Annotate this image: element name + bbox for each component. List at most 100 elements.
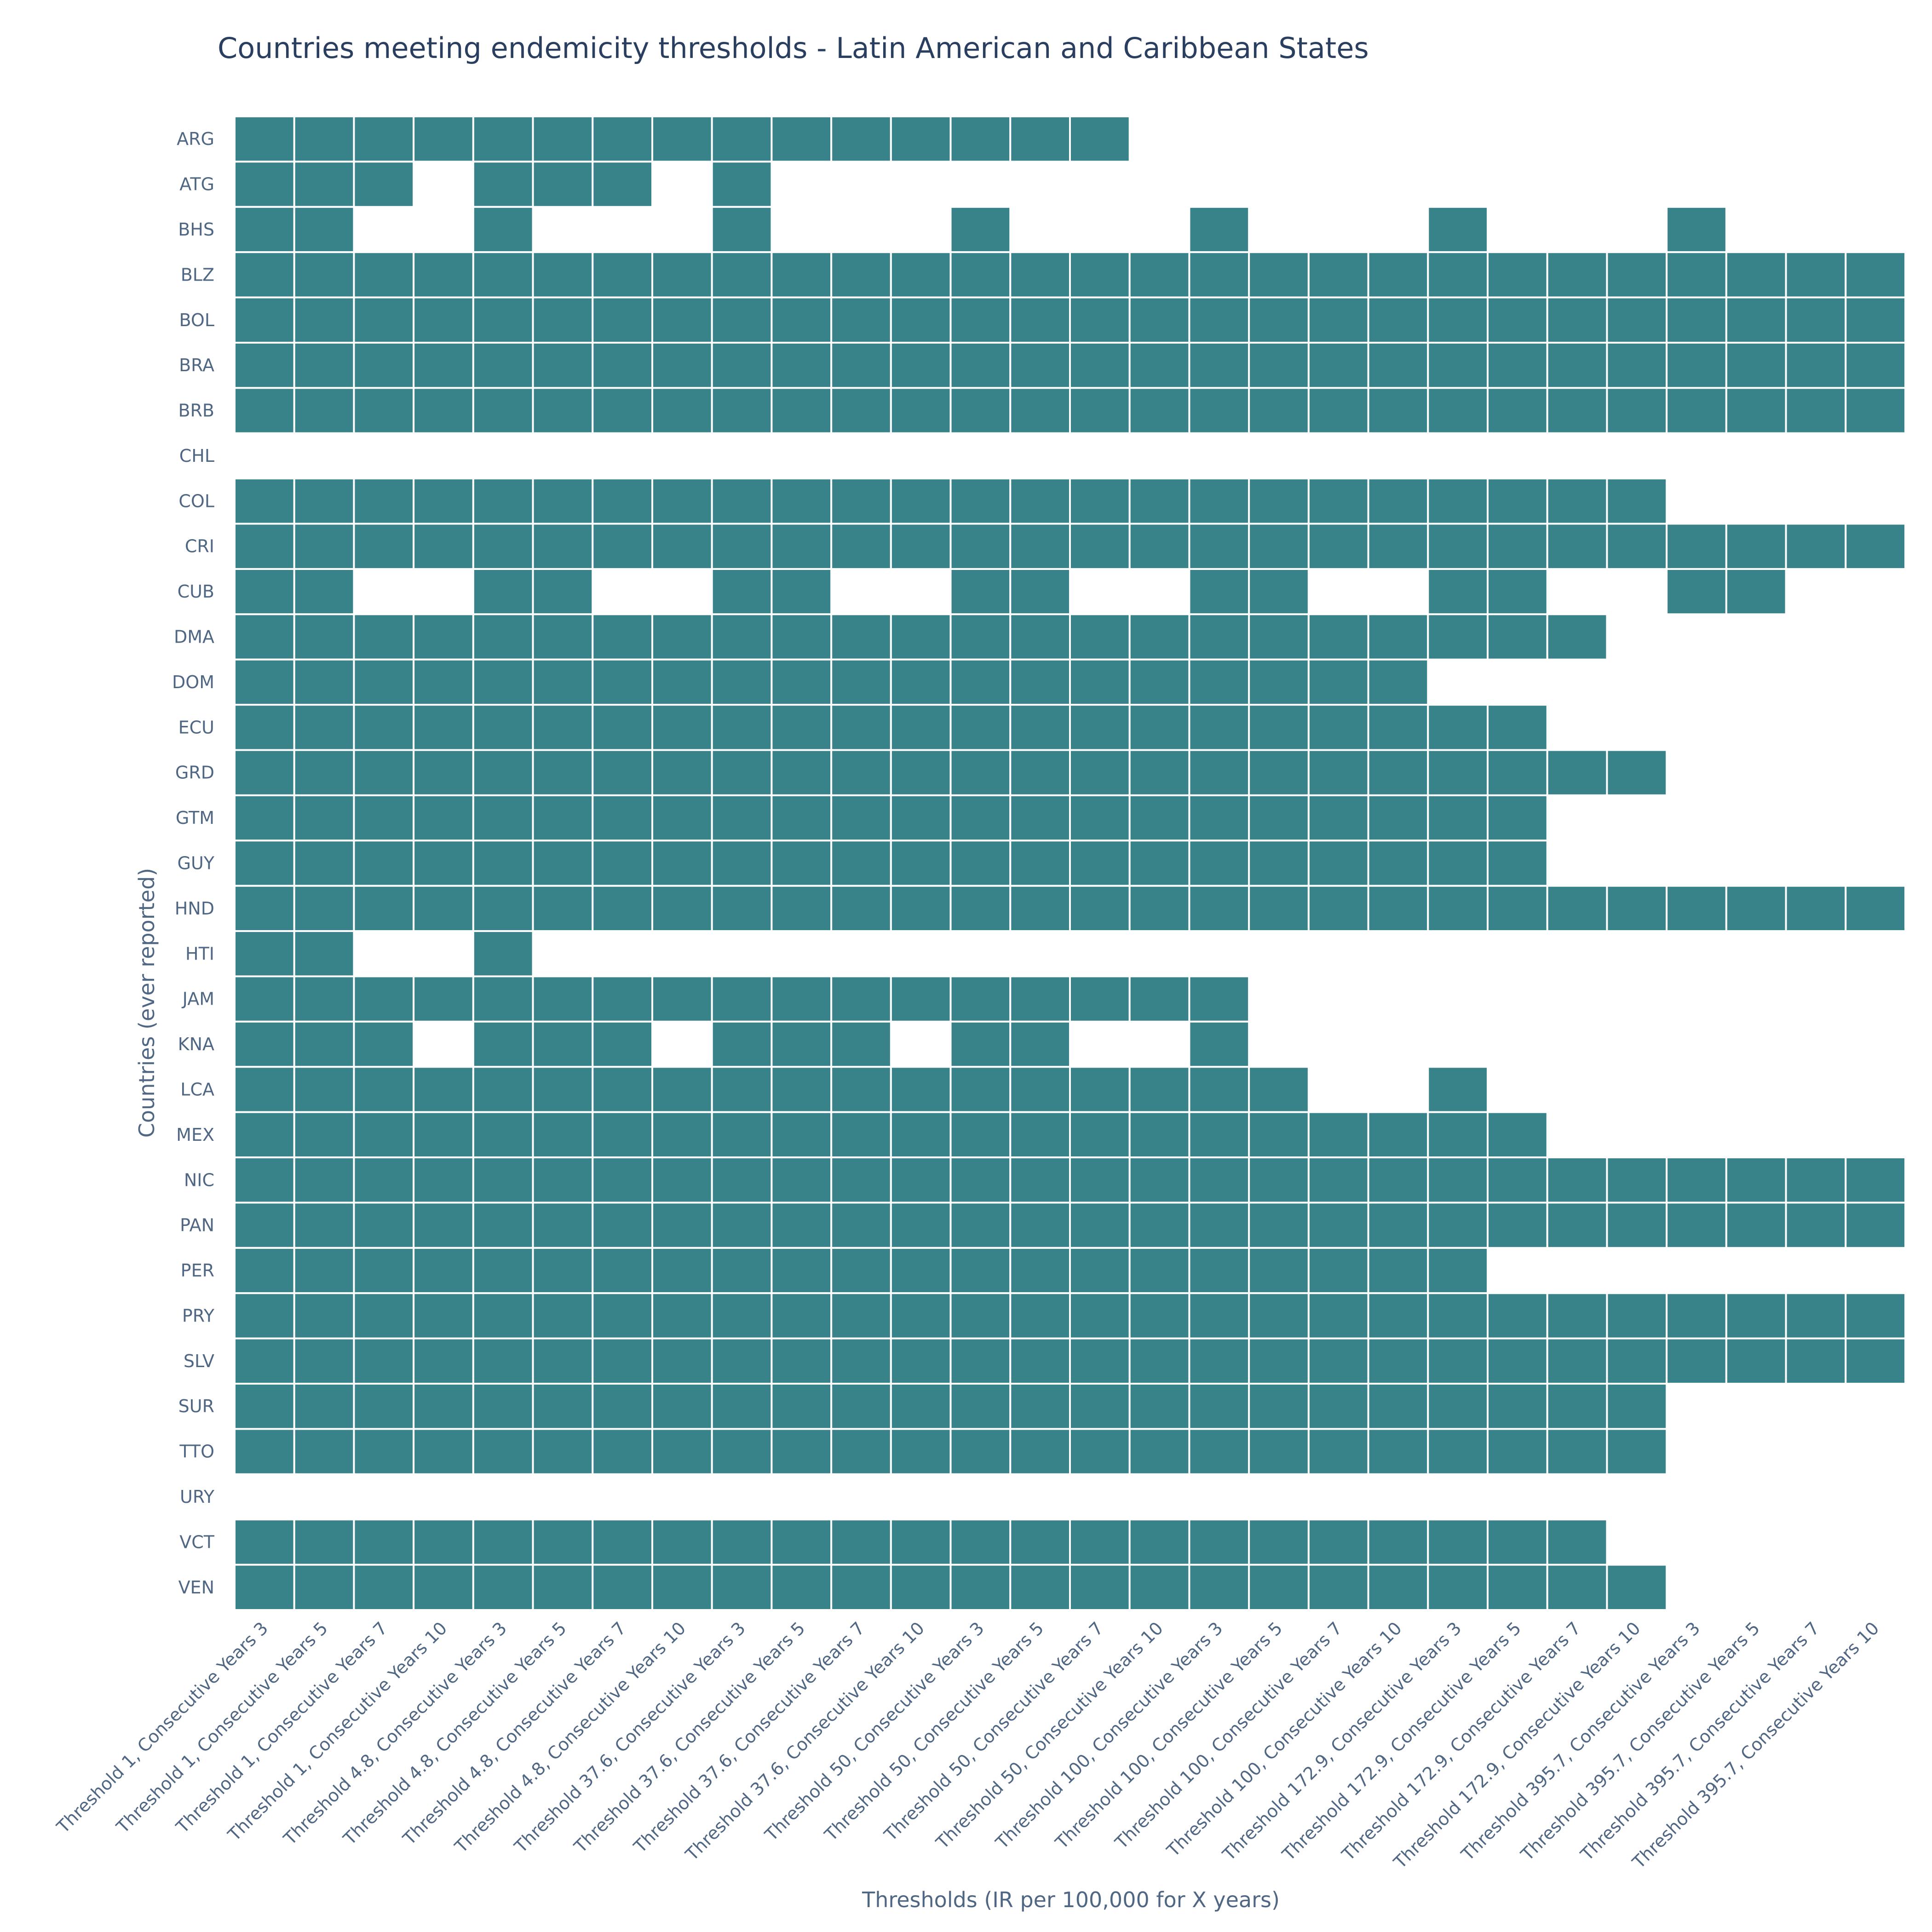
- heatmap-cell-tto-5: [532, 1428, 594, 1475]
- heatmap-cell-nic-9: [770, 1156, 833, 1204]
- heatmap-cell-per-16: [1188, 1247, 1250, 1294]
- heatmap-cell-grd-1: [293, 749, 355, 796]
- heatmap-cell-slv-19: [1367, 1337, 1429, 1385]
- heatmap-cell-pry-3: [413, 1292, 474, 1340]
- heatmap-cell-slv-11: [890, 1337, 952, 1385]
- heatmap-cell-pry-0: [234, 1292, 295, 1340]
- heatmap-cell-ven-17: [1248, 1564, 1310, 1611]
- heatmap-cell-bra-23: [1606, 341, 1668, 389]
- heatmap-cell-bol-7: [651, 296, 713, 344]
- heatmap-cell-guy-11: [890, 840, 952, 887]
- heatmap-cell-sur-14: [1069, 1383, 1131, 1430]
- y-tick-label-vct: VCT: [179, 1532, 215, 1552]
- heatmap-cell-cri-5: [532, 523, 594, 570]
- heatmap-cells: [234, 115, 1907, 1611]
- heatmap-cell-sur-0: [234, 1383, 295, 1430]
- heatmap-cell-brb-26: [1785, 387, 1847, 434]
- heatmap-cell-blz-11: [890, 251, 952, 299]
- heatmap-cell-vct-9: [770, 1518, 833, 1566]
- heatmap-cell-cri-11: [890, 523, 952, 570]
- heatmap-cell-brb-20: [1427, 387, 1489, 434]
- heatmap-cell-nic-27: [1845, 1156, 1907, 1204]
- heatmap-cell-pan-1: [293, 1202, 355, 1249]
- heatmap-cell-tto-4: [472, 1428, 534, 1475]
- heatmap-cell-lca-20: [1427, 1066, 1489, 1113]
- heatmap-cell-dma-11: [890, 613, 952, 661]
- heatmap-cell-pry-25: [1725, 1292, 1787, 1340]
- heatmap-cell-pan-4: [472, 1202, 534, 1249]
- heatmap-cell-nic-10: [830, 1156, 892, 1204]
- heatmap-cell-sur-11: [890, 1383, 952, 1430]
- heatmap-cell-dom-14: [1069, 658, 1131, 706]
- heatmap-cell-col-9: [770, 477, 833, 525]
- heatmap-cell-nic-11: [890, 1156, 952, 1204]
- heatmap-cell-nic-2: [353, 1156, 415, 1204]
- heatmap-cell-hnd-19: [1367, 885, 1429, 932]
- heatmap-cell-gtm-20: [1427, 794, 1489, 842]
- heatmap-cell-tto-14: [1069, 1428, 1131, 1475]
- heatmap-cell-arg-9: [770, 115, 833, 163]
- y-tick-label-chl: CHL: [179, 446, 214, 466]
- heatmap-cell-arg-3: [413, 115, 474, 163]
- heatmap-cell-ecu-1: [293, 704, 355, 751]
- y-tick-label-tto: TTO: [179, 1442, 214, 1462]
- heatmap-cell-pry-4: [472, 1292, 534, 1340]
- heatmap-cell-guy-17: [1248, 840, 1310, 887]
- heatmap-cell-hnd-17: [1248, 885, 1310, 932]
- heatmap-cell-ecu-6: [592, 704, 654, 751]
- heatmap-cell-arg-5: [532, 115, 594, 163]
- heatmap-cell-bol-4: [472, 296, 534, 344]
- heatmap-cell-brb-11: [890, 387, 952, 434]
- heatmap-cell-grd-13: [1009, 749, 1071, 796]
- heatmap-cell-per-2: [353, 1247, 415, 1294]
- heatmap-cell-nic-23: [1606, 1156, 1668, 1204]
- heatmap-cell-bra-0: [234, 341, 295, 389]
- heatmap-cell-tto-18: [1307, 1428, 1369, 1475]
- heatmap-cell-slv-4: [472, 1337, 534, 1385]
- heatmap-cell-blz-15: [1128, 251, 1190, 299]
- heatmap-cell-hnd-1: [293, 885, 355, 932]
- heatmap-cell-bra-2: [353, 341, 415, 389]
- heatmap-cell-bol-8: [711, 296, 773, 344]
- heatmap-cell-col-13: [1009, 477, 1071, 525]
- heatmap-cell-pry-15: [1128, 1292, 1190, 1340]
- heatmap-cell-mex-9: [770, 1111, 833, 1159]
- heatmap-cell-grd-6: [592, 749, 654, 796]
- heatmap-cell-sur-18: [1307, 1383, 1369, 1430]
- heatmap-cell-blz-26: [1785, 251, 1847, 299]
- heatmap-cell-col-18: [1307, 477, 1369, 525]
- y-tick-label-grd: GRD: [175, 763, 214, 783]
- heatmap-cell-per-10: [830, 1247, 892, 1294]
- heatmap-cell-pry-22: [1546, 1292, 1608, 1340]
- heatmap-cell-blz-6: [592, 251, 654, 299]
- heatmap-cell-pan-20: [1427, 1202, 1489, 1249]
- heatmap-cell-tto-12: [949, 1428, 1012, 1475]
- heatmap-cell-bra-24: [1666, 341, 1727, 389]
- heatmap-cell-dma-2: [353, 613, 415, 661]
- heatmap-cell-pry-23: [1606, 1292, 1668, 1340]
- heatmap-cell-tto-6: [592, 1428, 654, 1475]
- heatmap-cell-pry-14: [1069, 1292, 1131, 1340]
- heatmap-cell-kna-13: [1009, 1020, 1071, 1068]
- heatmap-cell-cri-25: [1725, 523, 1787, 570]
- heatmap-cell-mex-15: [1128, 1111, 1190, 1159]
- heatmap-cell-cub-20: [1427, 568, 1489, 615]
- heatmap-cell-gtm-12: [949, 794, 1012, 842]
- heatmap-cell-gtm-1: [293, 794, 355, 842]
- heatmap-cell-dma-0: [234, 613, 295, 661]
- heatmap-cell-brb-14: [1069, 387, 1131, 434]
- heatmap-cell-bhs-8: [711, 206, 773, 253]
- heatmap-cell-ecu-11: [890, 704, 952, 751]
- heatmap-cell-vct-0: [234, 1518, 295, 1566]
- heatmap-cell-bhs-16: [1188, 206, 1250, 253]
- heatmap-cell-brb-4: [472, 387, 534, 434]
- heatmap-cell-slv-13: [1009, 1337, 1071, 1385]
- heatmap-cell-col-12: [949, 477, 1012, 525]
- heatmap-cell-dom-11: [890, 658, 952, 706]
- heatmap-cell-ven-22: [1546, 1564, 1608, 1611]
- heatmap-cell-lca-6: [592, 1066, 654, 1113]
- heatmap-cell-bol-11: [890, 296, 952, 344]
- y-tick-label-kna: KNA: [178, 1034, 214, 1054]
- y-tick-label-ury: URY: [180, 1487, 215, 1507]
